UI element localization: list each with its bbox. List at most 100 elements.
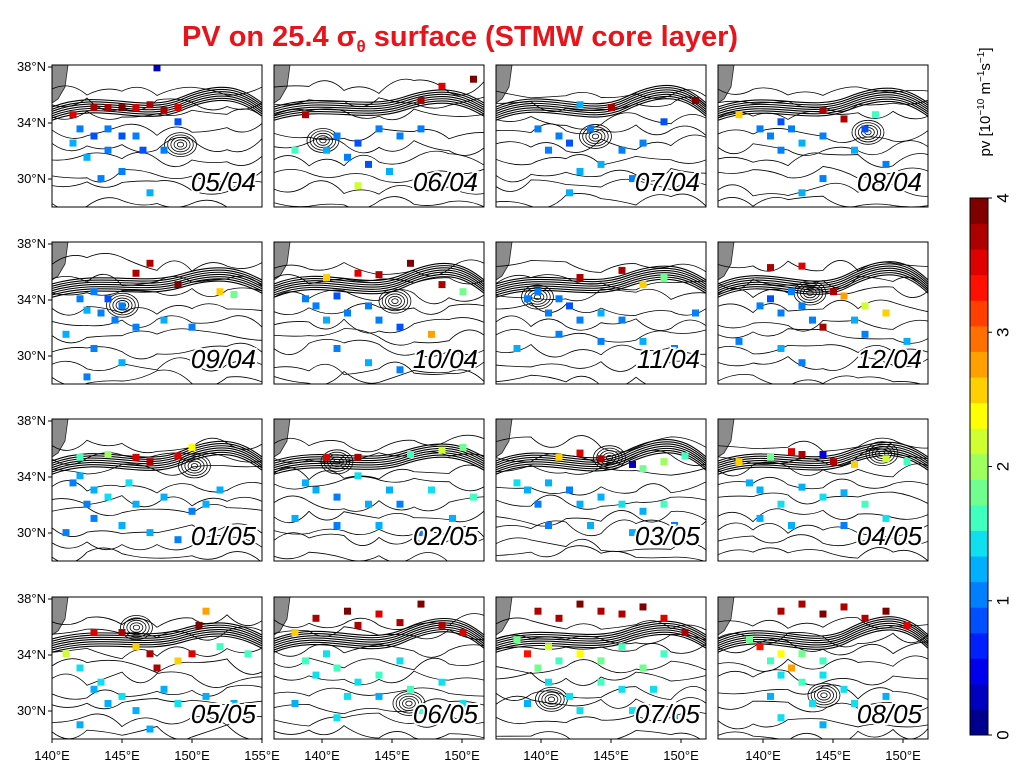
x-tick-label: 150°E (174, 748, 210, 763)
pv-point (777, 118, 785, 126)
pv-point (597, 493, 605, 501)
map-panel: 08/05 (717, 596, 929, 740)
pv-point (735, 458, 743, 466)
panel-grid: 05/04 06/04 07/04 08/04 09/04 10/04 11/04 12/04… (51, 64, 929, 740)
pv-point (639, 281, 647, 289)
pv-point (188, 323, 196, 331)
pv-point (671, 714, 678, 722)
pv-point (428, 486, 435, 494)
pv-point (470, 75, 477, 83)
panel-frame (273, 418, 485, 562)
pv-point (534, 664, 542, 672)
land-mass (52, 597, 69, 636)
pv-point (660, 500, 668, 508)
pv-point (132, 500, 140, 508)
pv-point (903, 621, 911, 629)
panel-date-label: 06/05 (413, 699, 479, 729)
pv-point (291, 700, 299, 707)
pv-point (69, 479, 77, 487)
pv-point (566, 302, 573, 310)
pv-point (407, 685, 414, 693)
pv-point (146, 189, 154, 197)
map-panel: 03/05 (495, 418, 707, 562)
pv-point (146, 458, 154, 466)
pv-point (312, 614, 320, 622)
colorbar-segment (970, 377, 988, 404)
pv-point (417, 600, 425, 608)
pv-point (660, 118, 668, 126)
pv-point (756, 643, 764, 651)
pv-point (840, 292, 848, 300)
pv-point (629, 175, 636, 183)
map-panel: 05/05 (51, 596, 263, 740)
pv-point (459, 700, 467, 707)
pv-point (97, 309, 105, 317)
pv-point (174, 657, 182, 665)
panel-frame (273, 596, 485, 740)
colorbar-segment (970, 249, 988, 276)
map-panel: 01/05 (51, 418, 263, 562)
colorbar-tick-label: 4 (993, 193, 1012, 202)
pv-point (146, 101, 154, 109)
pv-point (819, 451, 827, 458)
pv-point (160, 106, 168, 114)
colorbar-segment (970, 658, 988, 685)
x-tick-label: 140°E (34, 748, 70, 763)
land-mass (274, 242, 291, 281)
colorbar-tick-label: 1 (993, 596, 1012, 605)
pv-point (438, 621, 446, 629)
pv-point (576, 449, 584, 457)
pv-point (104, 451, 112, 458)
ssh-contours (52, 614, 262, 739)
pv-point (597, 160, 605, 168)
panel-date-label: 07/05 (635, 699, 701, 729)
y-tick-label: 38°N (17, 236, 46, 251)
pv-points (62, 259, 238, 381)
y-tick-label: 34°N (17, 115, 46, 130)
pv-point (882, 160, 890, 168)
pv-point (788, 522, 795, 529)
land-mass (718, 242, 735, 281)
x-tick-label: 140°E (304, 748, 340, 763)
pv-point (146, 650, 154, 658)
panel-date-label: 05/05 (191, 699, 257, 729)
pv-point (576, 500, 584, 508)
panel-frame (495, 418, 707, 562)
pv-point (323, 316, 330, 324)
pv-point (146, 529, 154, 537)
pv-point (375, 522, 383, 529)
pv-point (545, 522, 552, 529)
colorbar: 0 1 2 3 4 pv [10−10 m−1s−1] (969, 48, 1012, 740)
colorbar-segment (970, 428, 988, 455)
pv-point (576, 650, 584, 658)
pv-point (323, 453, 330, 461)
pv-point (851, 700, 858, 707)
panel-date-label: 02/05 (413, 521, 479, 551)
pv-point (62, 529, 70, 537)
panel-frame (495, 596, 707, 740)
pv-point (97, 678, 105, 686)
pv-point (396, 323, 404, 331)
pv-point (830, 288, 837, 296)
pv-point (692, 97, 699, 104)
pv-point (333, 292, 341, 300)
x-tick-label: 150°E (444, 748, 480, 763)
pv-point (76, 721, 84, 729)
panel-date-label: 08/04 (857, 167, 922, 197)
pv-point (216, 288, 224, 296)
map-panel: 07/05 (495, 596, 707, 740)
pv-point (118, 104, 126, 112)
y-tick-label: 38°N (17, 591, 46, 606)
pv-point (903, 458, 911, 466)
x-tick-label: 140°E (523, 748, 559, 763)
pv-point (555, 330, 563, 338)
pv-point (671, 522, 678, 529)
y-tick-label: 30°N (17, 171, 46, 186)
pv-points (513, 600, 689, 722)
pv-point (597, 678, 605, 686)
pv-point (132, 643, 140, 651)
colorbar-segment (970, 223, 988, 250)
pv-point (545, 678, 552, 686)
pv-point (230, 700, 238, 707)
pv-point (534, 607, 542, 615)
